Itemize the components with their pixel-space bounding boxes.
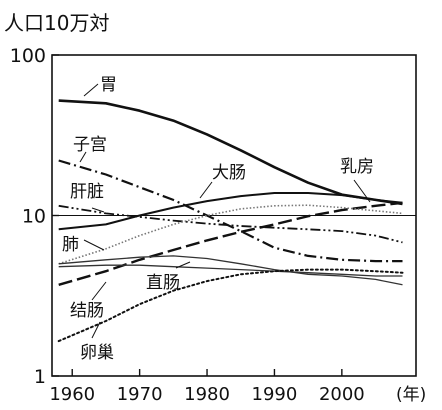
series-label: 结肠 <box>70 301 104 321</box>
y-tick-label: 100 <box>10 45 46 67</box>
series-layer <box>57 99 404 343</box>
series-label-leader <box>199 181 213 199</box>
series-label: 直肠 <box>146 273 180 293</box>
series-label-leader <box>91 321 101 339</box>
series-line-4 <box>58 192 403 231</box>
series-line-7 <box>58 255 403 286</box>
series-line-8 <box>58 264 403 277</box>
series-label: 肝脏 <box>70 182 104 202</box>
x-axis-unit: (年) <box>396 385 426 405</box>
series-label: 肺 <box>62 235 79 255</box>
x-tick-label: 2000 <box>319 384 365 405</box>
series-label: 子宫 <box>73 135 107 155</box>
x-tick-label: 1990 <box>252 384 298 405</box>
series-label: 卵巢 <box>80 343 114 363</box>
x-tick-label: 1960 <box>49 384 95 405</box>
series-label-leader <box>79 151 87 163</box>
x-tick-label: 1980 <box>184 384 230 405</box>
series-line-6 <box>58 204 403 265</box>
y-axis-label: 人口10万対 <box>4 11 109 35</box>
x-axis: 1960 1970 1980 1990 2000 <box>49 369 365 405</box>
series-label-leader <box>83 239 105 251</box>
x-tick-label: 1970 <box>117 384 163 405</box>
series-line-5 <box>58 201 403 286</box>
y-tick-label: 1 <box>34 366 46 388</box>
series-label: 大肠 <box>212 163 246 183</box>
series-line-9 <box>57 268 404 343</box>
series-label-leader <box>175 261 191 269</box>
series-label: 胃 <box>100 75 117 95</box>
y-axis: 1 10 100 <box>10 45 59 388</box>
series-label-leader <box>91 281 107 301</box>
series-label-leader <box>91 207 105 213</box>
series-label-leader <box>83 83 99 97</box>
series-label-leader <box>353 179 371 203</box>
y-tick-label: 10 <box>22 206 46 228</box>
series-line-2 <box>58 159 403 263</box>
series-line-3 <box>58 204 403 244</box>
series-line-1 <box>58 99 403 206</box>
series-label: 乳房 <box>340 157 374 177</box>
